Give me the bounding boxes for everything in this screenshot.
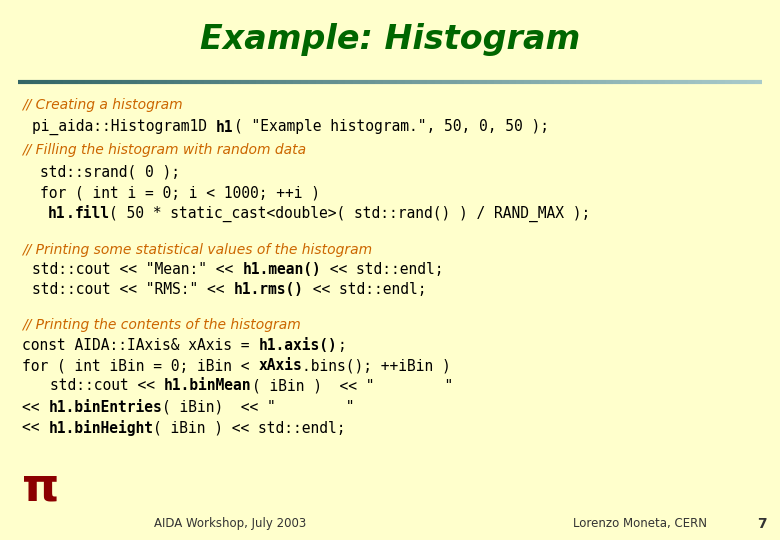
Text: Example: Histogram: Example: Histogram xyxy=(200,24,580,57)
Text: // Printing some statistical values of the histogram: // Printing some statistical values of t… xyxy=(22,243,372,257)
Text: ( iBin)  << "        ": ( iBin) << " " xyxy=(162,400,355,415)
Text: <<: << xyxy=(22,421,48,435)
Text: h1.axis(): h1.axis() xyxy=(259,339,338,354)
Text: << std::endl;: << std::endl; xyxy=(303,282,426,298)
Text: ( 50 * static_cast<double>( std::rand() ) / RAND_MAX );: ( 50 * static_cast<double>( std::rand() … xyxy=(109,206,590,222)
Text: AIDA Workshop, July 2003: AIDA Workshop, July 2003 xyxy=(154,517,306,530)
Text: ( iBin ) << std::endl;: ( iBin ) << std::endl; xyxy=(154,421,346,435)
Text: 7: 7 xyxy=(757,517,767,531)
Text: .bins(); ++iBin ): .bins(); ++iBin ) xyxy=(303,359,451,374)
Text: ( iBin )  << "        ": ( iBin ) << " " xyxy=(252,379,453,394)
Text: ( "Example histogram.", 50, 0, 50 );: ( "Example histogram.", 50, 0, 50 ); xyxy=(233,119,548,134)
Text: // Filling the histogram with random data: // Filling the histogram with random dat… xyxy=(22,143,306,157)
Text: // Creating a histogram: // Creating a histogram xyxy=(22,98,183,112)
Text: h1.rms(): h1.rms() xyxy=(233,282,303,298)
Text: h1.binEntries: h1.binEntries xyxy=(48,400,162,415)
Text: h1: h1 xyxy=(48,206,66,221)
Text: std::srand( 0 );: std::srand( 0 ); xyxy=(40,165,180,179)
Text: for ( int i = 0; i < 1000; ++i ): for ( int i = 0; i < 1000; ++i ) xyxy=(40,186,320,200)
Text: for ( int iBin = 0; iBin <: for ( int iBin = 0; iBin < xyxy=(22,359,258,374)
Text: Lorenzo Moneta, CERN: Lorenzo Moneta, CERN xyxy=(573,517,707,530)
Text: h1.binMean: h1.binMean xyxy=(164,379,251,394)
Text: π: π xyxy=(22,465,59,510)
Text: std::cout <<: std::cout << xyxy=(50,379,164,394)
Text: <<: << xyxy=(22,400,48,415)
Text: h1.binHeight: h1.binHeight xyxy=(48,420,154,436)
Text: h1.mean(): h1.mean() xyxy=(243,262,321,278)
Text: xAxis: xAxis xyxy=(259,359,303,374)
Text: std::cout << "Mean:" <<: std::cout << "Mean:" << xyxy=(32,262,242,278)
Text: .: . xyxy=(66,206,74,221)
Text: << std::endl;: << std::endl; xyxy=(321,262,444,278)
Text: std::cout << "RMS:" <<: std::cout << "RMS:" << xyxy=(32,282,233,298)
Text: const AIDA::IAxis& xAxis =: const AIDA::IAxis& xAxis = xyxy=(22,339,258,354)
Text: h1: h1 xyxy=(216,119,233,134)
Text: fill: fill xyxy=(74,206,109,221)
Text: ;: ; xyxy=(338,339,346,354)
Text: // Printing the contents of the histogram: // Printing the contents of the histogra… xyxy=(22,318,301,332)
Text: pi_aida::Histogram1D: pi_aida::Histogram1D xyxy=(32,119,216,135)
